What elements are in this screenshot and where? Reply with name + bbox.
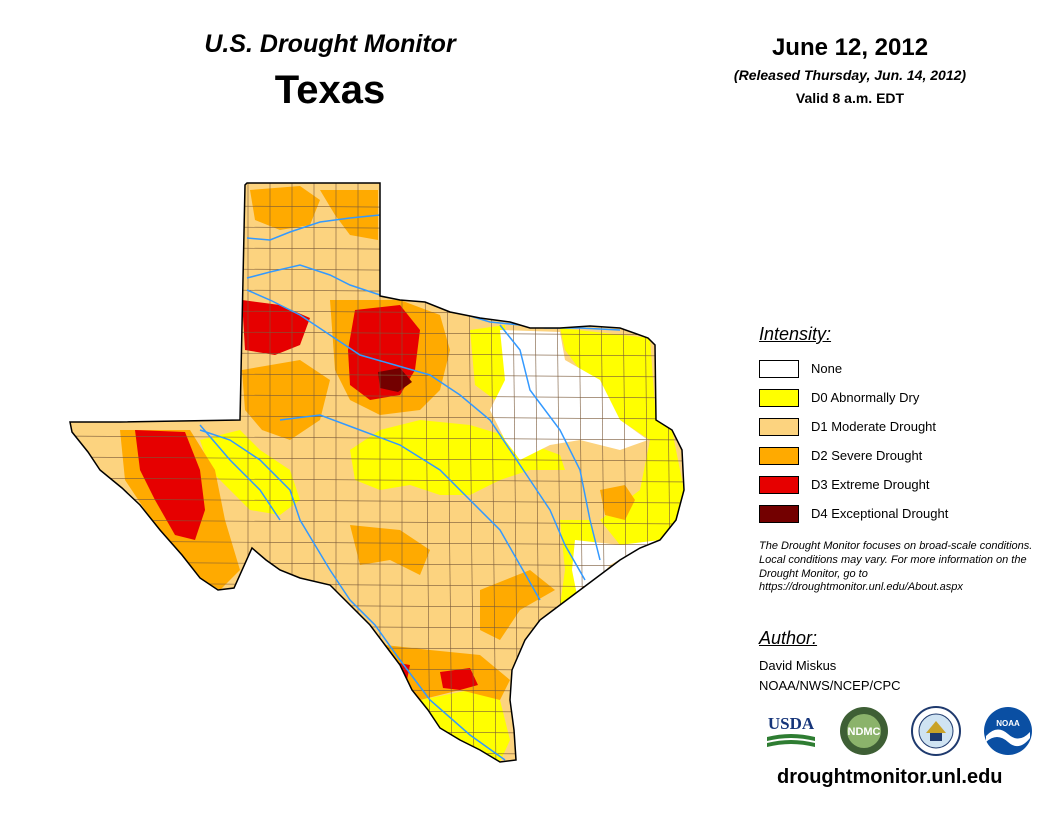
ndmc-logo-text: NDMC: [848, 726, 881, 738]
texas-border: [69, 182, 685, 763]
ndmc-logo-icon: NDMC: [840, 707, 888, 755]
county-line: [688, 183, 690, 770]
d2-area-panhandle-north: [320, 190, 378, 240]
legend-swatch: [759, 359, 799, 378]
author-title: Author:: [759, 628, 818, 648]
legend-label: D2 Severe Drought: [811, 448, 923, 463]
county-line: [70, 456, 684, 462]
legend-swatch: [759, 388, 799, 407]
rio-grande: [199, 429, 506, 761]
author-name: David Miskus: [759, 658, 837, 673]
d2-area-south-central: [480, 570, 555, 640]
d2-area-edwards: [350, 525, 430, 575]
brazos-river: [246, 289, 586, 581]
d0-area-west: [200, 430, 300, 515]
drought-areas: [70, 183, 684, 762]
map-date: June 12, 2012: [771, 34, 929, 61]
county-line: [70, 666, 684, 672]
county-line: [70, 708, 684, 714]
logo-row: USDA NDMC NOAA: [765, 706, 1033, 756]
legend-label: D1 Moderate Drought: [811, 419, 937, 434]
drought-monitor-note: The Drought Monitor focuses on broad-sca…: [759, 540, 1033, 594]
commerce-seal-icon: [911, 706, 961, 756]
trinity-river: [499, 324, 601, 561]
d3-area-south: [440, 668, 478, 690]
none-area-northeast: [490, 330, 648, 460]
legend: None D0 Abnormally Dry D1 Moderate Drought…: [759, 354, 948, 528]
legend-label: D3 Extreme Drought: [811, 477, 930, 492]
county-line: [70, 477, 684, 483]
legend-label: D4 Exceptional Drought: [811, 506, 949, 521]
author-block: David Miskus NOAA/NWS/NCEP/CPC: [759, 656, 901, 696]
map-title: U.S. Drought Monitor: [204, 30, 456, 58]
county-line: [70, 750, 684, 756]
county-line: [70, 498, 684, 504]
usda-logo-text: USDA: [768, 714, 815, 733]
legend-swatch: [759, 475, 799, 494]
legend-item: D4 Exceptional Drought: [759, 499, 948, 528]
texas-drought-map: [69, 182, 690, 770]
legend-item: D0 Abnormally Dry: [759, 383, 948, 412]
legend-item: None: [759, 354, 948, 383]
d0-area-central-north: [470, 325, 510, 400]
noaa-logo-icon: NOAA: [984, 707, 1032, 755]
county-line: [70, 645, 684, 651]
author-org: NOAA/NWS/NCEP/CPC: [759, 678, 901, 694]
usda-logo-icon: USDA: [767, 714, 815, 747]
noaa-logo-text: NOAA: [996, 719, 1020, 728]
legend-item: D2 Severe Drought: [759, 441, 948, 470]
legend-title: Intensity:: [759, 324, 832, 344]
d0-area-northeast: [560, 328, 684, 545]
state-name: Texas: [274, 68, 386, 112]
d2-area-panhandle-top: [250, 186, 320, 230]
legend-item: D1 Moderate Drought: [759, 412, 948, 441]
county-line: [70, 435, 684, 441]
d4-area-rolling-plains: [378, 368, 412, 392]
d0-area-south: [420, 690, 510, 762]
d2-area-south-plains: [242, 360, 330, 440]
legend-swatch: [759, 504, 799, 523]
pecos-river: [199, 424, 281, 521]
legend-item: D3 Extreme Drought: [759, 470, 948, 499]
county-line: [70, 519, 684, 525]
legend-label: D0 Abnormally Dry: [811, 390, 920, 405]
website-link[interactable]: droughtmonitor.unl.edu: [777, 766, 1003, 788]
none-area-houston: [572, 540, 660, 600]
valid-time: Valid 8 a.m. EDT: [795, 90, 905, 106]
county-line: [70, 687, 684, 693]
d3-area-west-panhandle: [242, 300, 310, 355]
colorado-river: [279, 414, 541, 601]
legend-swatch: [759, 446, 799, 465]
county-line: [70, 729, 684, 735]
release-date: (Released Thursday, Jun. 14, 2012): [733, 67, 967, 83]
canadian-river: [246, 214, 381, 241]
legend-swatch: [759, 417, 799, 436]
legend-label: None: [811, 361, 843, 376]
